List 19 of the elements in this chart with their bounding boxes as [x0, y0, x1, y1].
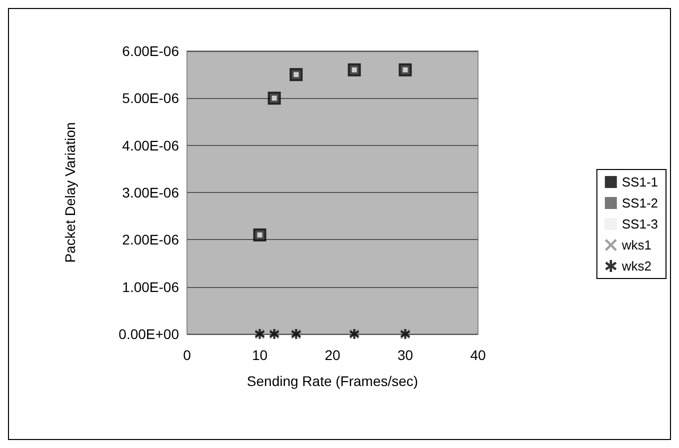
- x-tick-label: 40: [470, 347, 486, 363]
- x-tick-label: 30: [397, 347, 414, 363]
- legend-label: wks1: [620, 238, 652, 252]
- y-tick-label: 2.00E-06: [122, 232, 180, 248]
- legend-label: wks2: [620, 258, 652, 274]
- y-tick-label: 4.00E-06: [122, 137, 180, 154]
- legend-label: SS1-2: [622, 196, 658, 210]
- x-tick-label: 0: [183, 347, 192, 363]
- y-tick-label: 6.00E-06: [122, 43, 180, 59]
- y-tick-label: 0.00E+00: [118, 326, 180, 342]
- y-tick-label: 3.00E-06: [122, 184, 180, 200]
- x-tick-label: 10: [252, 347, 268, 363]
- y-tick-label: 5.00E-06: [122, 90, 180, 106]
- y-tick-label: 1.00E-06: [122, 278, 180, 295]
- legend-label: SS1-3: [622, 216, 658, 232]
- legend-label: SS1-1: [622, 174, 658, 190]
- x-axis-title: Sending Rate (Frames/sec): [246, 373, 418, 389]
- x-tick-label: 20: [324, 347, 340, 363]
- y-axis-title: Packet Delay Variation: [62, 122, 78, 263]
